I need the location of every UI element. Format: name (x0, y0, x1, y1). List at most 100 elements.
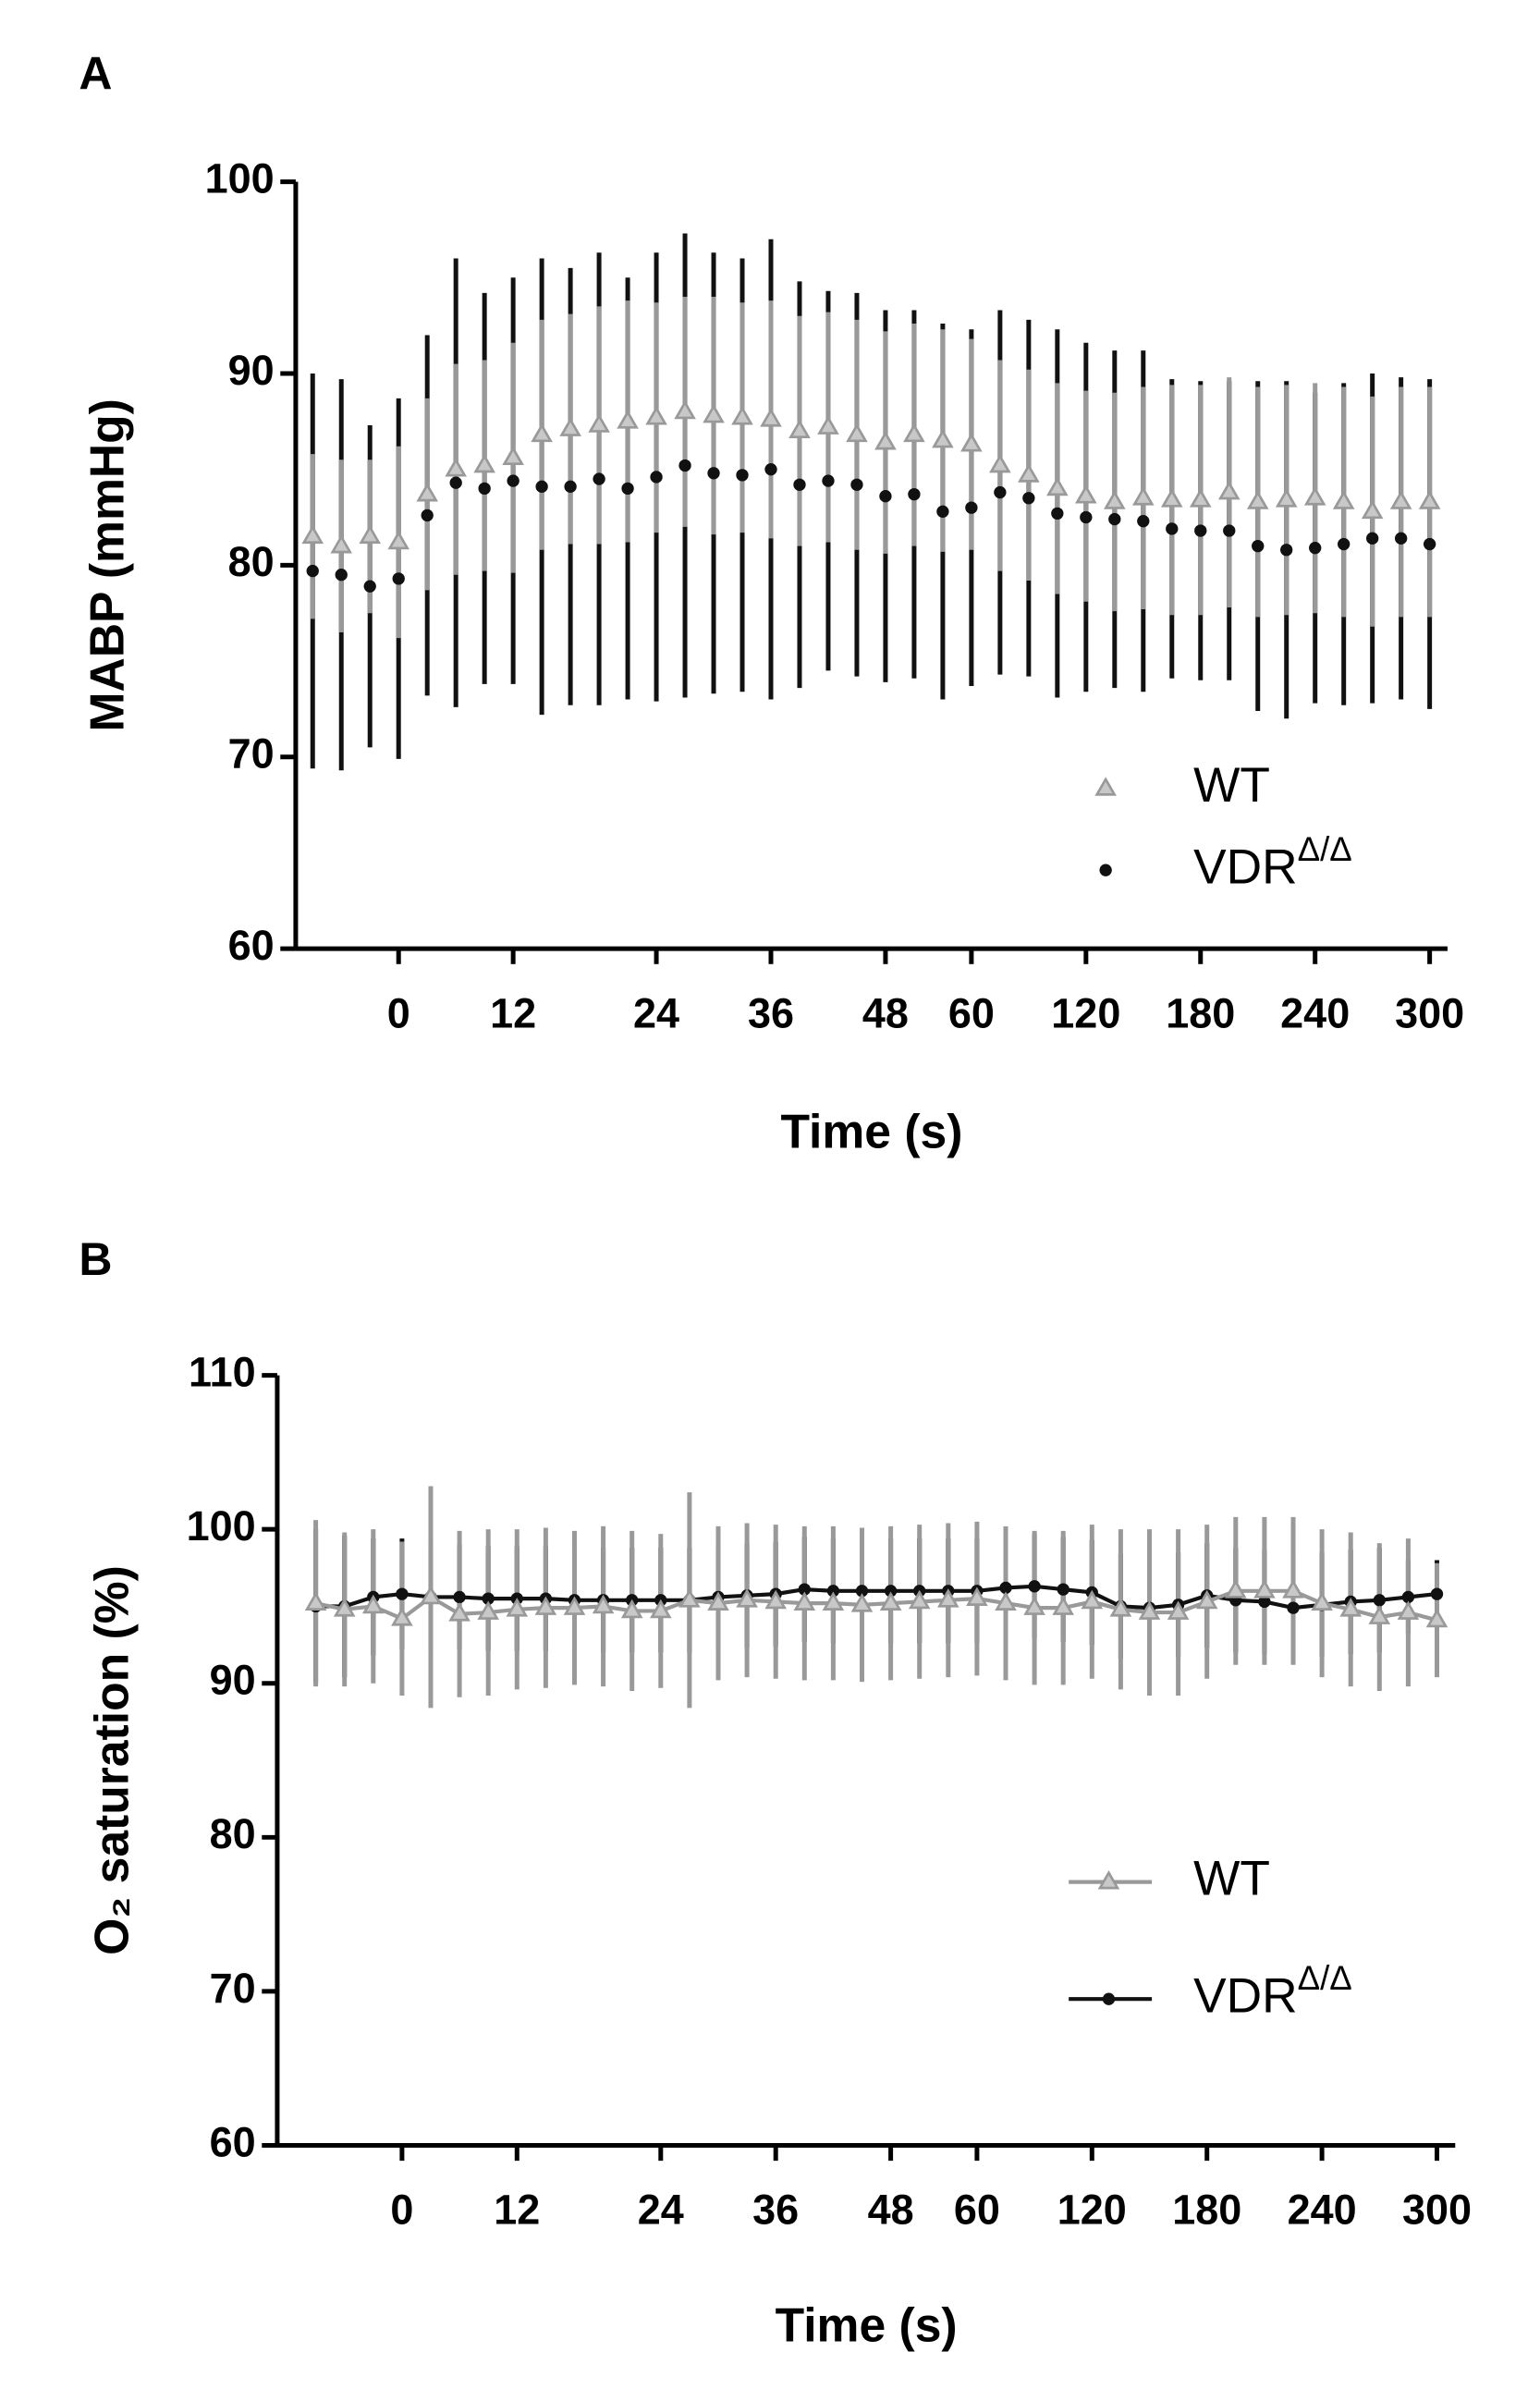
marker (502, 446, 524, 466)
marker (1167, 1600, 1190, 1620)
marker (1223, 524, 1236, 537)
marker (478, 482, 491, 496)
marker (559, 417, 581, 436)
marker (936, 505, 949, 518)
marker (1166, 522, 1179, 535)
marker (703, 403, 725, 423)
x-tick-label: 24 (638, 2187, 684, 2234)
x-tick-label: 180 (1172, 2187, 1241, 2234)
x-tick-label: 36 (748, 989, 794, 1036)
marker (1373, 1594, 1386, 1607)
marker (1108, 512, 1121, 526)
marker (592, 1594, 615, 1614)
series-line (315, 1584, 1437, 1611)
y-tick-label: 110 (189, 1348, 256, 1395)
marker (391, 1607, 413, 1626)
marker (1194, 524, 1207, 537)
marker (420, 1585, 442, 1605)
marker (650, 471, 663, 484)
y-tick-label: 80 (210, 1810, 256, 1857)
marker (507, 474, 519, 487)
panel-label: B (79, 1233, 112, 1285)
panel-label: A (79, 47, 112, 99)
marker (1137, 514, 1150, 528)
marker (1389, 490, 1412, 509)
marker (506, 1598, 529, 1617)
marker (736, 1588, 758, 1608)
marker (1217, 480, 1241, 500)
marker (1080, 510, 1093, 524)
marker (448, 1602, 471, 1622)
marker (359, 524, 382, 545)
marker (1022, 492, 1035, 505)
marker (994, 485, 1007, 499)
marker (1394, 532, 1408, 545)
marker (1338, 537, 1351, 551)
marker (879, 490, 892, 503)
x-tick-label: 120 (1057, 2187, 1127, 2234)
marker (850, 1593, 874, 1612)
x-tick-label: 24 (633, 989, 679, 1036)
marker (874, 430, 897, 450)
marker (966, 1586, 988, 1606)
marker (333, 1598, 356, 1617)
x-tick-label: 48 (862, 989, 909, 1036)
marker (1057, 1583, 1069, 1596)
series-line (315, 1588, 1438, 1623)
marker (1401, 1590, 1415, 1604)
marker (445, 457, 467, 477)
y-axis-title: O₂ saturation (%) (85, 1565, 139, 1955)
marker (396, 1587, 409, 1600)
marker (453, 1590, 466, 1604)
marker (1102, 1992, 1116, 2005)
marker (1081, 1589, 1104, 1610)
marker (793, 1591, 816, 1611)
marker (1246, 490, 1269, 509)
marker (855, 1585, 869, 1598)
marker (363, 580, 376, 593)
marker (1131, 486, 1155, 506)
marker (301, 524, 324, 545)
marker (678, 459, 691, 472)
legend-label: VDRΔ/Δ (1193, 830, 1352, 894)
marker (1425, 1608, 1448, 1628)
marker (564, 480, 577, 493)
x-tick-label: 60 (954, 2187, 1000, 2234)
x-tick-label: 12 (494, 2187, 540, 2234)
marker (884, 1585, 898, 1598)
marker (1160, 488, 1183, 508)
marker (1097, 1869, 1120, 1890)
marker (482, 1592, 495, 1605)
x-tick-label: 48 (868, 2187, 914, 2234)
y-tick-label: 70 (210, 1965, 256, 2012)
marker (1311, 1591, 1333, 1611)
marker (793, 478, 806, 491)
marker (678, 1588, 701, 1608)
marker (731, 405, 753, 425)
marker (1366, 532, 1379, 545)
legend-label: WT (1193, 758, 1270, 813)
marker (1287, 1601, 1300, 1614)
marker (1252, 539, 1265, 553)
marker (822, 1591, 845, 1611)
marker (473, 453, 495, 473)
marker (387, 530, 410, 550)
marker (1075, 484, 1097, 504)
marker (908, 1589, 931, 1610)
x-tick-label: 36 (752, 2187, 799, 2234)
x-axis-title: Time (s) (780, 1104, 962, 1158)
marker (995, 1591, 1017, 1611)
y-axis-title: MABP (mmHg) (80, 398, 134, 731)
marker (1361, 499, 1384, 520)
marker (1253, 1579, 1276, 1599)
marker (760, 408, 782, 427)
marker (1051, 507, 1064, 521)
marker (649, 1599, 672, 1619)
marker (879, 1591, 902, 1611)
marker (304, 1591, 327, 1611)
marker (822, 474, 835, 487)
marker (1023, 1596, 1045, 1615)
legend-label: VDRΔ/Δ (1193, 1959, 1352, 2023)
marker (1046, 476, 1069, 496)
